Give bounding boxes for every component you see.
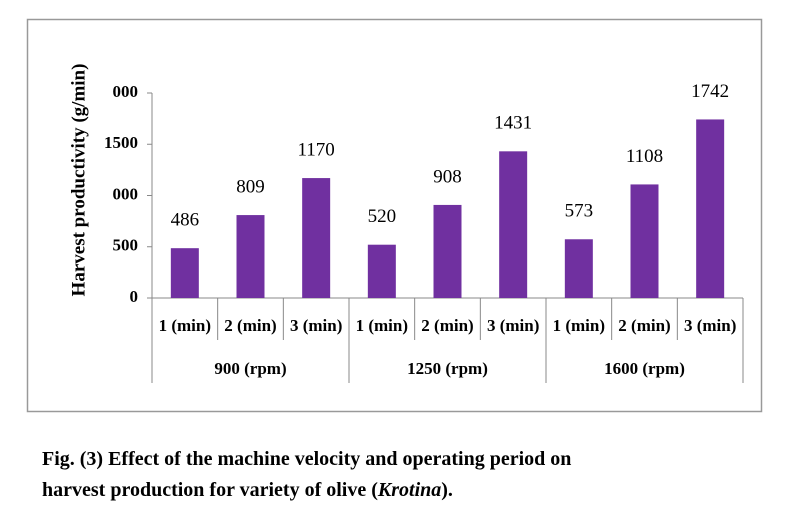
x-tick-label: 1 (min) — [159, 316, 211, 335]
caption-line: ). — [441, 479, 453, 501]
value-label: 809 — [236, 176, 265, 197]
value-label: 1170 — [298, 139, 335, 160]
value-label: 1431 — [494, 113, 532, 134]
x-tick-label: 2 (min) — [421, 316, 473, 335]
group-label: 1600 (rpm) — [604, 359, 685, 378]
y-tick-label: 0 — [130, 287, 139, 306]
bar — [302, 178, 331, 298]
caption-line: harvest production for variety of olive … — [42, 479, 378, 501]
bar — [236, 215, 265, 298]
chart: Harvest productivity (g/min) 0 500 000 1500… — [26, 18, 763, 413]
y-tick-label: 1500 — [104, 133, 138, 152]
x-tick-label: 2 (min) — [618, 316, 670, 335]
bar — [630, 184, 659, 298]
y-axis-title: Harvest productivity (g/min) — [68, 64, 89, 297]
y-tick-label: 000 — [113, 82, 139, 101]
group-label: 1250 (rpm) — [407, 359, 488, 378]
chart-frame — [26, 18, 763, 413]
value-label: 1108 — [626, 146, 663, 167]
x-tick-label: 3 (min) — [487, 316, 539, 335]
y-tick-label: 500 — [113, 236, 139, 255]
bar — [499, 151, 528, 298]
bar — [564, 239, 593, 298]
group-label: 900 (rpm) — [214, 359, 286, 378]
bar — [170, 248, 199, 298]
bar — [696, 119, 725, 298]
value-label: 1742 — [691, 81, 729, 102]
bar — [367, 244, 396, 298]
caption: Fig. (3) Effect of the machine velocity … — [42, 444, 571, 506]
x-tick-label: 2 (min) — [224, 316, 276, 335]
caption-line: Fig. (3) Effect of the machine velocity … — [42, 448, 572, 470]
value-label: 520 — [368, 206, 397, 227]
value-label: 486 — [171, 210, 200, 231]
x-tick-label: 3 (min) — [684, 316, 736, 335]
x-tick-label: 1 (min) — [553, 316, 605, 335]
caption-emphasis: Krotina — [377, 479, 442, 501]
x-tick-label: 1 (min) — [356, 316, 408, 335]
value-label: 573 — [565, 201, 594, 222]
x-tick-label: 3 (min) — [290, 316, 342, 335]
value-label: 908 — [433, 166, 462, 187]
y-tick-label: 000 — [113, 184, 139, 203]
bar — [433, 204, 462, 298]
